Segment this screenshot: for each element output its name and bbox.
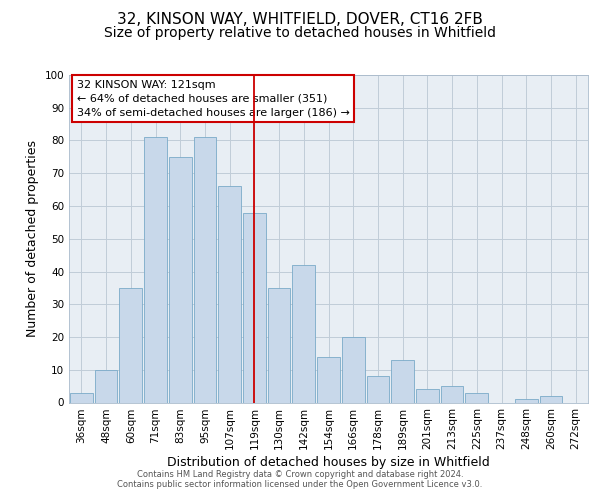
Bar	[391, 360, 414, 403]
Y-axis label: Number of detached properties: Number of detached properties	[26, 140, 39, 337]
Bar	[218, 186, 241, 402]
Bar	[144, 137, 167, 402]
Bar	[70, 392, 93, 402]
Text: 32 KINSON WAY: 121sqm
← 64% of detached houses are smaller (351)
34% of semi-det: 32 KINSON WAY: 121sqm ← 64% of detached …	[77, 80, 350, 118]
Bar	[95, 370, 118, 402]
Bar	[268, 288, 290, 403]
Bar	[119, 288, 142, 403]
Bar	[441, 386, 463, 402]
Bar	[466, 392, 488, 402]
Text: 32, KINSON WAY, WHITFIELD, DOVER, CT16 2FB: 32, KINSON WAY, WHITFIELD, DOVER, CT16 2…	[117, 12, 483, 28]
Bar	[367, 376, 389, 402]
Text: Contains HM Land Registry data © Crown copyright and database right 2024.: Contains HM Land Registry data © Crown c…	[137, 470, 463, 479]
Bar	[342, 337, 365, 402]
Text: Size of property relative to detached houses in Whitfield: Size of property relative to detached ho…	[104, 26, 496, 40]
Bar	[539, 396, 562, 402]
Bar	[416, 390, 439, 402]
X-axis label: Distribution of detached houses by size in Whitfield: Distribution of detached houses by size …	[167, 456, 490, 469]
Bar	[243, 212, 266, 402]
Bar	[194, 137, 216, 402]
Text: Contains public sector information licensed under the Open Government Licence v3: Contains public sector information licen…	[118, 480, 482, 489]
Bar	[515, 399, 538, 402]
Bar	[317, 356, 340, 403]
Bar	[292, 265, 315, 402]
Bar	[169, 157, 191, 402]
